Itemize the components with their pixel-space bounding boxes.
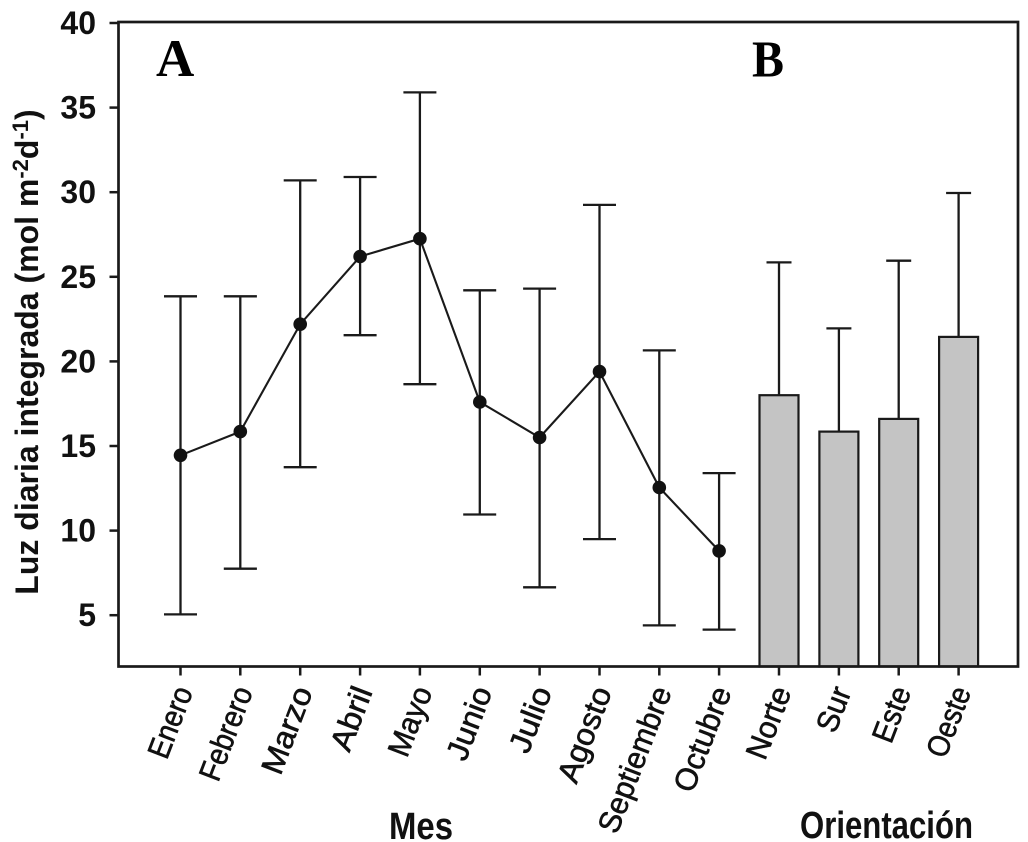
svg-text:15: 15 (60, 428, 96, 464)
svg-text:B: B (752, 32, 784, 89)
svg-text:5: 5 (78, 597, 96, 633)
svg-text:40: 40 (60, 5, 96, 41)
svg-text:35: 35 (60, 90, 96, 126)
svg-text:25: 25 (60, 259, 96, 295)
svg-text:Mes: Mes (389, 806, 453, 842)
svg-text:10: 10 (60, 513, 96, 549)
svg-text:30: 30 (60, 174, 96, 210)
svg-text:20: 20 (60, 343, 96, 379)
svg-text:Orientación: Orientación (800, 805, 973, 842)
svg-text:A: A (156, 30, 194, 88)
svg-text:Luz diaria integrada (mol m-2d: Luz diaria integrada (mol m-2d-1) (8, 109, 45, 594)
